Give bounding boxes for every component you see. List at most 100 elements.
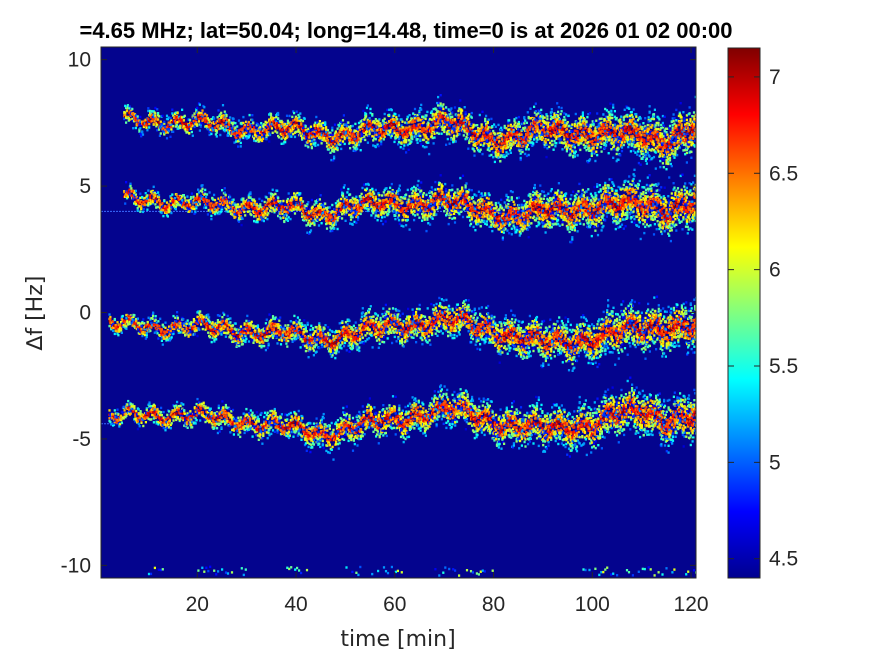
heatmap-cell xyxy=(128,118,131,121)
heatmap-cell xyxy=(620,121,623,124)
heatmap-cell xyxy=(245,131,248,134)
heatmap-cell xyxy=(395,136,398,140)
heatmap-cell xyxy=(599,126,602,130)
heatmap-cell xyxy=(325,131,328,134)
heatmap-cell xyxy=(214,121,217,124)
heatmap-cell xyxy=(671,149,674,152)
heatmap-cell xyxy=(146,208,149,211)
heatmap-cell xyxy=(431,114,434,117)
heatmap-cell xyxy=(513,123,516,126)
heatmap-cell xyxy=(363,135,366,138)
heatmap-cell xyxy=(685,131,688,134)
heatmap-cell xyxy=(605,134,608,137)
heatmap-cell xyxy=(412,131,415,134)
heatmap-cell xyxy=(519,142,522,145)
heatmap-cell xyxy=(319,139,322,143)
heatmap-cell xyxy=(223,129,226,133)
heatmap-cell xyxy=(242,136,245,140)
heatmap-cell xyxy=(542,128,545,132)
heatmap-cell xyxy=(280,142,283,145)
heatmap-cell xyxy=(210,217,213,221)
heatmap-cell xyxy=(570,130,573,133)
heatmap-cell xyxy=(248,210,251,213)
heatmap-cell xyxy=(385,126,388,130)
heatmap-cell xyxy=(190,130,193,134)
heatmap-cell xyxy=(627,145,630,149)
heatmap-cell xyxy=(138,205,141,208)
heatmap-cell xyxy=(232,198,235,201)
heatmap-cell xyxy=(573,150,576,153)
heatmap-cell xyxy=(190,210,193,213)
heatmap-cell xyxy=(473,154,476,157)
heatmap-cell xyxy=(432,107,435,111)
heatmap-cell xyxy=(155,206,158,209)
heatmap-cell xyxy=(596,126,599,129)
heatmap-cell xyxy=(192,116,195,120)
heatmap-cell xyxy=(220,196,223,199)
heatmap-cell xyxy=(306,130,309,133)
heatmap-cell xyxy=(666,127,669,130)
heatmap-cell xyxy=(139,210,142,213)
heatmap-cell xyxy=(197,113,200,116)
heatmap-cell xyxy=(650,135,653,139)
heatmap-cell xyxy=(378,125,381,128)
heatmap-cell xyxy=(557,114,560,117)
heatmap-cell xyxy=(476,147,479,150)
heatmap-cell xyxy=(694,113,696,117)
heatmap-cell xyxy=(128,107,131,110)
heatmap-cell xyxy=(594,159,597,163)
heatmap-cell xyxy=(325,126,328,129)
heatmap-cell xyxy=(648,155,651,158)
heatmap-cell xyxy=(686,127,689,130)
heatmap-cell xyxy=(233,210,236,214)
heatmap-cell xyxy=(613,133,616,136)
heatmap-cell xyxy=(448,124,451,127)
heatmap-cell xyxy=(177,195,180,198)
heatmap-cell xyxy=(649,137,652,141)
heatmap-cell xyxy=(464,137,467,141)
heatmap-cell xyxy=(672,146,675,149)
heatmap-cell xyxy=(617,119,620,122)
heatmap-cell xyxy=(171,112,174,115)
heatmap-cell xyxy=(249,196,252,200)
heatmap-cell xyxy=(662,158,665,162)
heatmap-cell xyxy=(668,144,671,148)
heatmap-cell xyxy=(163,199,166,203)
heatmap-cell xyxy=(605,126,608,130)
heatmap-cell xyxy=(342,129,345,133)
heatmap-cell xyxy=(621,126,624,129)
heatmap-cell xyxy=(230,209,233,212)
heatmap-cell xyxy=(203,117,206,120)
heatmap-cell xyxy=(587,140,590,144)
heatmap-cell xyxy=(441,128,444,132)
heatmap-cell xyxy=(214,133,217,136)
heatmap-cell xyxy=(329,134,332,138)
heatmap-cell xyxy=(310,139,313,143)
heatmap-cell xyxy=(436,131,439,135)
heatmap-cell xyxy=(253,200,257,203)
heatmap-cell xyxy=(437,110,440,113)
heatmap-cell xyxy=(257,210,260,213)
heatmap-cell xyxy=(143,196,146,200)
heatmap-cell xyxy=(664,134,667,138)
heatmap-cell xyxy=(364,116,367,120)
heatmap-cell xyxy=(228,119,231,122)
heatmap-cell xyxy=(609,121,612,124)
heatmap-cell xyxy=(332,133,335,137)
heatmap-cell xyxy=(630,110,633,114)
heatmap-cell xyxy=(607,128,610,131)
heatmap-cell xyxy=(279,217,282,220)
heatmap-cell xyxy=(505,144,508,148)
heatmap-cell xyxy=(314,121,317,124)
heatmap-cell xyxy=(217,206,220,209)
heatmap-cell xyxy=(675,137,678,141)
heatmap-cell xyxy=(319,136,322,140)
heatmap-cell xyxy=(644,147,647,150)
heatmap-cell xyxy=(432,126,435,129)
heatmap-cell xyxy=(669,129,672,132)
heatmap-cell xyxy=(355,129,358,133)
heatmap-cell xyxy=(488,134,491,137)
heatmap-cell xyxy=(533,111,536,114)
heatmap-cell xyxy=(128,105,131,108)
